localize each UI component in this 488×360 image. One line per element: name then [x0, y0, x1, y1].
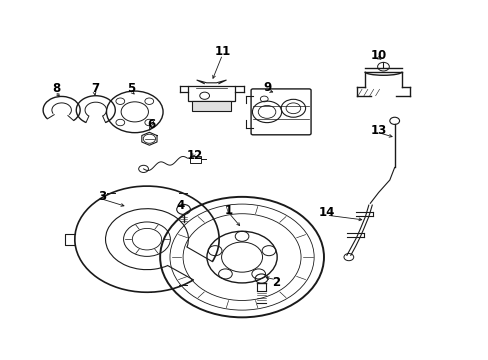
- Text: 3: 3: [98, 190, 106, 203]
- FancyBboxPatch shape: [250, 89, 310, 135]
- Text: 2: 2: [272, 276, 280, 289]
- Text: 1: 1: [224, 204, 232, 217]
- Bar: [189, 156, 200, 163]
- Text: 11: 11: [214, 45, 230, 58]
- Text: 8: 8: [53, 82, 61, 95]
- Text: 5: 5: [127, 82, 135, 95]
- Text: 6: 6: [146, 118, 155, 131]
- Text: 9: 9: [263, 81, 271, 94]
- Text: 4: 4: [176, 199, 184, 212]
- Text: 10: 10: [370, 49, 386, 62]
- Bar: [188, 86, 234, 101]
- Text: 7: 7: [92, 82, 100, 95]
- Text: 12: 12: [186, 149, 203, 162]
- Bar: [192, 101, 230, 111]
- Text: 14: 14: [318, 207, 334, 220]
- Text: 13: 13: [370, 124, 386, 137]
